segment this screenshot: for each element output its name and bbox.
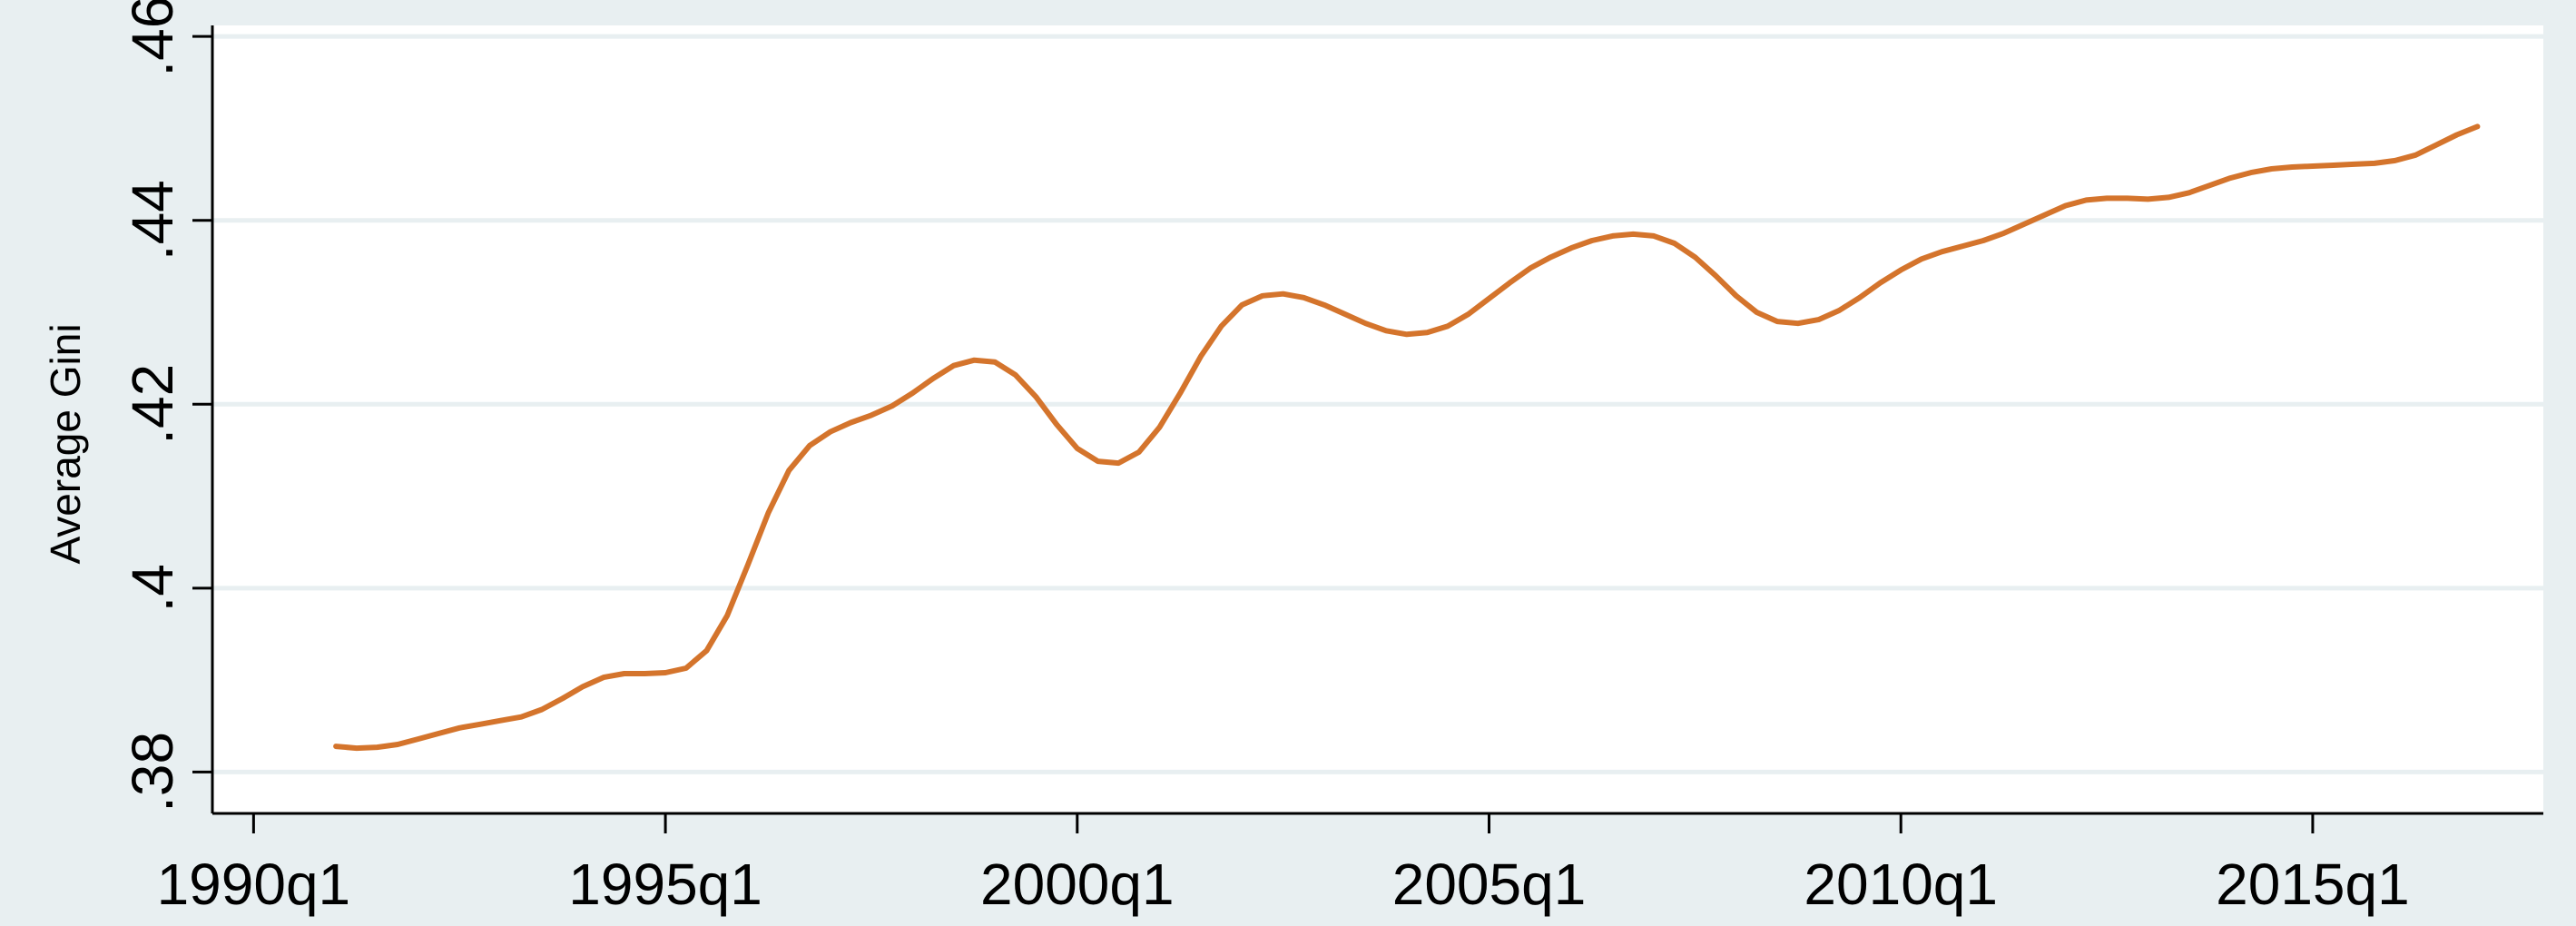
y-axis-title: Average Gini — [42, 323, 89, 564]
y-tick-label: .38 — [120, 732, 185, 813]
y-tick-label: .46 — [120, 0, 185, 77]
plot-area — [212, 25, 2543, 813]
x-tick-label: 1990q1 — [157, 852, 351, 917]
x-tick-label: 1995q1 — [568, 852, 762, 917]
x-axis: 1990q1 1995q1 2000q1 2005q1 2010q1 2015q1 — [157, 812, 2543, 917]
y-tick-label: .4 — [120, 564, 185, 612]
y-axis: .38 .4 .42 .44 .46 — [120, 0, 214, 813]
x-tick-label: 2015q1 — [2216, 852, 2410, 917]
y-tick-label: .44 — [120, 180, 185, 261]
x-tick-label: 2005q1 — [1392, 852, 1587, 917]
x-tick-label: 2010q1 — [1804, 852, 1998, 917]
series-layer — [333, 123, 2481, 752]
x-tick-label: 2000q1 — [980, 852, 1175, 917]
series-line — [333, 123, 2481, 752]
gridlines — [212, 34, 2543, 774]
y-tick-label: .42 — [120, 364, 185, 445]
